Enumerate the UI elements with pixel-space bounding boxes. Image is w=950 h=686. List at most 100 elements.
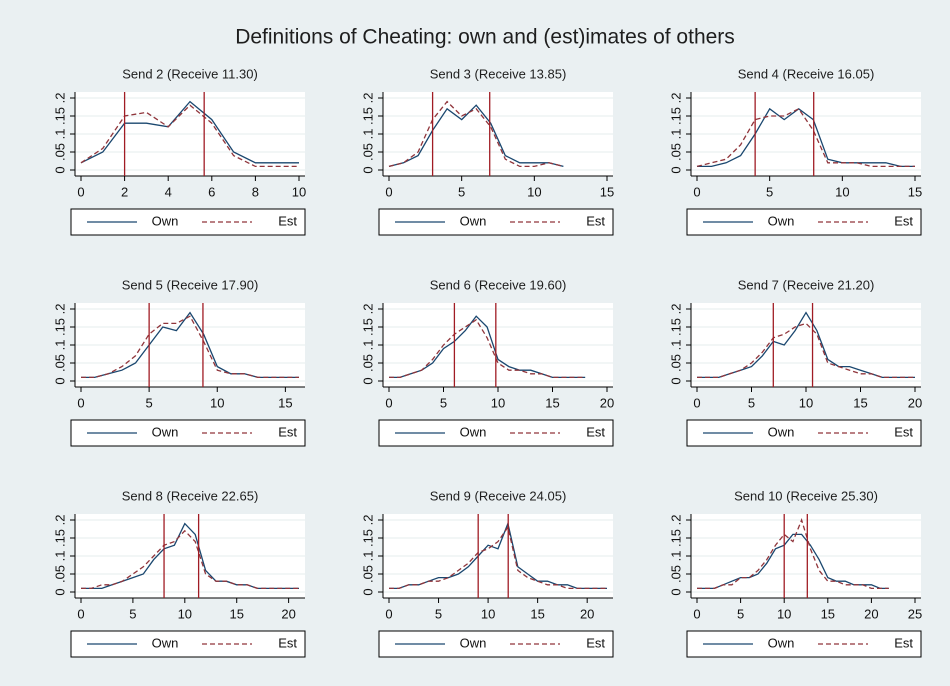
legend-label: Est [278,424,297,439]
subplot-title: Send 4 (Receive 16.05) [738,66,875,81]
y-tick-label: 0 [52,588,67,595]
series-line [80,104,299,168]
x-tick-label: 10 [799,395,813,410]
x-tick-label: 20 [908,395,922,410]
y-tick-label: 0 [668,166,683,173]
x-tick-label: 5 [748,395,755,410]
y-tick-label: 0 [668,377,683,384]
x-tick-label: 0 [693,184,700,199]
x-tick-label: 10 [481,606,495,621]
x-tick-label: 4 [165,184,172,199]
subplot-title: Send 6 (Receive 19.60) [430,277,567,292]
x-tick-label: 20 [600,395,614,410]
y-tick-label: .1 [668,129,683,140]
y-tick-label: 0 [52,166,67,173]
legend-label: Est [278,635,297,650]
y-tick-label: .2 [360,515,375,526]
y-tick-label: .05 [668,565,683,583]
y-tick-label: .1 [360,551,375,562]
x-tick-label: 10 [491,395,505,410]
y-tick-label: .15 [360,318,375,336]
x-tick-label: 6 [208,184,215,199]
x-tick-label: 0 [77,395,84,410]
y-tick-label: .2 [360,304,375,315]
y-tick-label: .05 [360,354,375,372]
subplot-title: Send 8 (Receive 22.65) [122,488,259,503]
x-tick-label: 5 [435,606,442,621]
y-tick-label: 0 [668,588,683,595]
legend-label: Own [460,424,487,439]
x-tick-label: 10 [835,184,849,199]
y-tick-label: .05 [360,565,375,583]
y-tick-label: .15 [668,107,683,125]
x-tick-label: 25 [908,606,922,621]
x-tick-label: 0 [77,184,84,199]
x-tick-label: 5 [440,395,447,410]
x-tick-label: 15 [545,395,559,410]
y-tick-label: .15 [52,529,67,547]
subplot-title: Send 3 (Receive 13.85) [430,66,567,81]
y-tick-label: .05 [52,143,67,161]
x-tick-label: 15 [229,606,243,621]
y-tick-label: .1 [360,340,375,351]
legend-label: Est [278,213,297,228]
legend-label: Own [768,213,795,228]
subplot-title: Send 2 (Receive 11.30) [122,66,258,81]
x-tick-label: 15 [853,395,867,410]
y-tick-label: .2 [52,304,67,315]
series-line [389,525,607,590]
legend-label: Own [768,635,795,650]
y-tick-label: .05 [52,354,67,372]
series-line [697,107,915,168]
legend-label: Est [586,635,605,650]
series-line [697,518,889,590]
x-tick-label: 15 [821,606,835,621]
x-tick-label: 10 [527,184,541,199]
series-line [389,318,586,379]
series-line [697,322,915,379]
legend-label: Est [894,424,913,439]
y-tick-label: .1 [52,129,67,140]
series-line [388,104,564,168]
series-line [389,521,607,590]
x-tick-label: 10 [178,606,192,621]
y-tick-label: 0 [360,588,375,595]
x-tick-label: 0 [385,395,392,410]
legend-label: Own [152,424,179,439]
legend-label: Own [460,635,487,650]
x-tick-label: 10 [777,606,791,621]
x-tick-label: 0 [77,606,84,621]
y-tick-label: .2 [52,515,67,526]
legend-label: Est [586,424,605,439]
x-tick-label: 10 [292,184,306,199]
x-tick-label: 8 [252,184,259,199]
y-tick-label: 0 [52,377,67,384]
x-tick-label: 15 [278,395,292,410]
y-tick-label: .15 [360,107,375,125]
y-tick-label: .05 [668,143,683,161]
x-tick-label: 20 [580,606,594,621]
y-tick-label: .1 [52,340,67,351]
y-tick-label: .15 [52,318,67,336]
legend-label: Own [152,635,179,650]
x-tick-label: 0 [385,184,392,199]
x-tick-label: 0 [385,606,392,621]
x-tick-label: 10 [210,395,224,410]
legend-label: Own [152,213,179,228]
x-tick-label: 5 [766,184,773,199]
subplot-title: Send 5 (Receive 17.90) [122,277,259,292]
x-tick-label: 5 [129,606,136,621]
subplot-title: Send 7 (Receive 21.20) [738,277,875,292]
x-tick-label: 5 [458,184,465,199]
y-tick-label: .1 [668,340,683,351]
y-tick-label: 0 [360,166,375,173]
y-tick-label: .2 [668,93,683,104]
x-tick-label: 0 [693,606,700,621]
y-tick-label: .1 [52,551,67,562]
x-tick-label: 15 [908,184,922,199]
y-tick-label: 0 [360,377,375,384]
series-line [81,529,299,590]
subplot-title: Send 9 (Receive 24.05) [430,488,567,503]
